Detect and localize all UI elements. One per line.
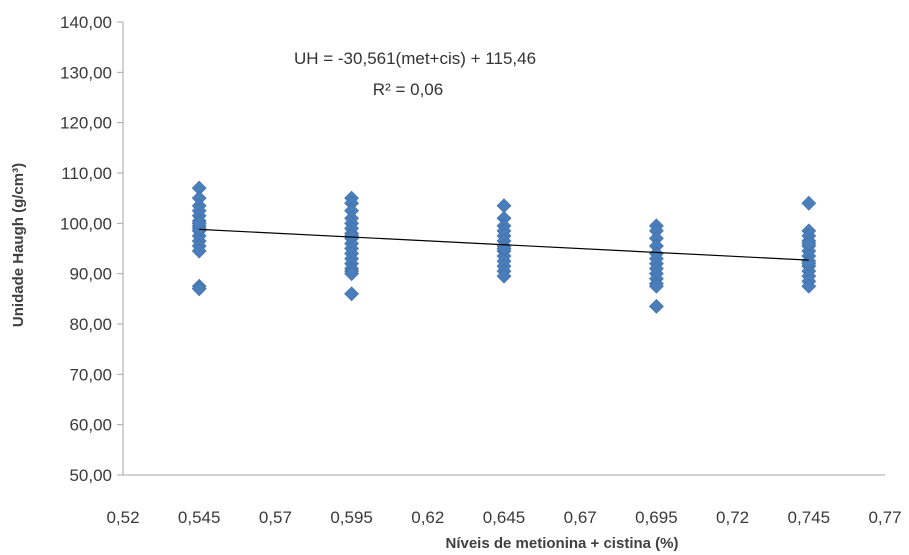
x-tick-label: 0,745 bbox=[788, 508, 831, 527]
x-tick-label: 0,57 bbox=[259, 508, 292, 527]
x-tick-label: 0,72 bbox=[716, 508, 749, 527]
x-tick-label: 0,77 bbox=[868, 508, 901, 527]
x-axis-title: Níveis de metionina + cistina (%) bbox=[446, 535, 679, 552]
x-tick-label: 0,545 bbox=[178, 508, 221, 527]
data-point bbox=[496, 198, 512, 214]
y-tick-label: 120,00 bbox=[60, 114, 112, 133]
data-point bbox=[801, 195, 817, 211]
data-point bbox=[648, 278, 664, 294]
data-point bbox=[648, 298, 664, 314]
y-tick-label: 130,00 bbox=[60, 63, 112, 82]
trendline bbox=[199, 228, 809, 261]
data-point bbox=[344, 228, 360, 244]
x-tick-label: 0,645 bbox=[483, 508, 526, 527]
y-axis-title: Unidade Haugh (g/cm³) bbox=[10, 163, 27, 327]
x-tick-label: 0,595 bbox=[330, 508, 373, 527]
y-axis-ticks: 50,00 60,00 70,00 80,00 90,00 100,00 110,00 120… bbox=[60, 13, 123, 485]
r-squared-label: R² = 0,06 bbox=[373, 80, 443, 99]
data-point bbox=[344, 266, 360, 282]
data-point bbox=[496, 268, 512, 284]
x-tick-label: 0,62 bbox=[411, 508, 444, 527]
data-point bbox=[191, 243, 207, 259]
x-tick-label: 0,67 bbox=[564, 508, 597, 527]
y-tick-label: 70,00 bbox=[69, 365, 112, 384]
data-point bbox=[191, 281, 207, 297]
data-points bbox=[191, 180, 817, 314]
equation-label: UH = -30,561(met+cis) + 115,46 bbox=[294, 49, 536, 68]
y-tick-label: 100,00 bbox=[60, 214, 112, 233]
y-tick-label: 50,00 bbox=[69, 466, 112, 485]
x-tick-label: 0,695 bbox=[635, 508, 678, 527]
y-tick-label: 80,00 bbox=[69, 315, 112, 334]
y-tick-label: 110,00 bbox=[61, 164, 112, 183]
x-tick-label: 0,52 bbox=[106, 508, 139, 527]
data-point bbox=[801, 278, 817, 294]
data-point bbox=[801, 236, 817, 251]
y-tick-label: 90,00 bbox=[69, 265, 112, 284]
y-tick-label: 60,00 bbox=[69, 416, 112, 435]
data-point bbox=[344, 286, 360, 302]
data-point bbox=[191, 215, 207, 231]
y-tick-label: 140,00 bbox=[60, 13, 112, 32]
x-axis-ticks: 0,52 0,545 0,57 0,595 0,62 0,645 0,67 0,695 0,72… bbox=[106, 508, 901, 527]
